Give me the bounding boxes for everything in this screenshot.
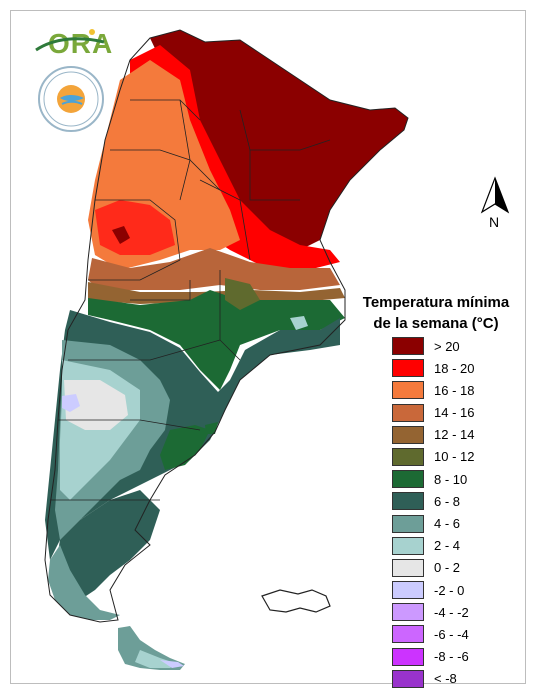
zone-2-4-coast xyxy=(290,316,308,330)
zone-8-10-coast xyxy=(160,425,210,470)
legend-item: 18 - 20 xyxy=(392,358,474,378)
legend-label: 18 - 20 xyxy=(434,360,475,376)
zone-10-12 xyxy=(225,278,260,310)
legend-swatch xyxy=(392,492,424,511)
seal-emblem-icon xyxy=(43,71,99,127)
zone-above-20 xyxy=(150,30,408,250)
ora-logo: ORA xyxy=(48,28,114,59)
legend-swatch xyxy=(392,581,424,600)
zone-18-20-west xyxy=(95,200,175,255)
zone-8-10-coast2 xyxy=(205,422,218,434)
legend-title-line1: Temperatura mínima xyxy=(362,294,510,311)
legend-label: 12 - 14 xyxy=(434,427,475,443)
legend-swatch xyxy=(392,359,424,378)
legend-item: -2 - 0 xyxy=(392,580,474,600)
tierra-del-fuego xyxy=(118,626,185,670)
legend-swatch xyxy=(392,470,424,489)
zone-6-8-south xyxy=(55,490,160,600)
legend-item: -4 - -2 xyxy=(392,602,474,622)
zone-14-16 xyxy=(88,248,340,290)
legend-item: 12 - 14 xyxy=(392,425,474,445)
tierra-del-fuego-tip xyxy=(160,660,184,668)
legend-item: 0 - 2 xyxy=(392,558,474,578)
smn-seal-logo xyxy=(38,66,104,132)
country-outline xyxy=(44,29,409,623)
legend-label: < -8 xyxy=(434,671,457,687)
legend-label: > 20 xyxy=(434,338,460,354)
legend-label: 10 - 12 xyxy=(434,449,475,465)
ora-swoosh-icon xyxy=(35,29,105,52)
legend-label: 16 - 18 xyxy=(434,382,475,398)
legend-item: 4 - 6 xyxy=(392,514,474,534)
legend-label: 8 - 10 xyxy=(434,471,468,487)
legend-label: 4 - 6 xyxy=(434,516,461,531)
legend-label: -6 - -4 xyxy=(434,626,469,642)
legend-swatch xyxy=(392,425,424,444)
legend-item: 10 - 12 xyxy=(392,447,474,467)
legend-swatch xyxy=(392,625,424,644)
north-label: N xyxy=(489,214,500,230)
legend-swatch xyxy=(392,514,424,533)
legend-swatch xyxy=(392,536,424,555)
legend-item: 8 - 10 xyxy=(392,469,474,489)
legend-swatch xyxy=(392,337,424,355)
legend-label: -8 - -6 xyxy=(434,649,469,665)
legend-swatch xyxy=(392,403,424,422)
legend-label: -4 - -2 xyxy=(434,604,469,620)
legend-title-line2: de la semana (°C) xyxy=(373,315,499,332)
zone-minus2-0 xyxy=(62,394,80,412)
legend-label: -2 - 0 xyxy=(434,582,465,598)
legend-swatch xyxy=(392,603,424,622)
legend-item: 2 - 4 xyxy=(392,536,474,556)
legend-item: 16 - 18 xyxy=(392,380,474,400)
legend: > 20 18 - 20 16 - 18 14 - 16 12 - 14 10 - 12 8… xyxy=(392,336,474,691)
legend-item: 14 - 16 xyxy=(392,403,474,423)
legend-label: 6 - 8 xyxy=(434,493,461,509)
zone-above-20-west xyxy=(112,226,130,244)
legend-swatch xyxy=(392,647,424,666)
legend-label: 2 - 4 xyxy=(434,538,461,554)
legend-swatch xyxy=(392,558,424,577)
legend-item: < -8 xyxy=(392,669,474,689)
north-arrow-icon xyxy=(480,176,510,214)
legend-item: -6 - -4 xyxy=(392,624,474,644)
legend-swatch xyxy=(392,381,424,400)
legend-item: > 20 xyxy=(392,336,474,356)
zone-8-10 xyxy=(88,290,345,390)
legend-item: -8 - -6 xyxy=(392,647,474,667)
islas-malvinas xyxy=(261,589,331,613)
legend-swatch xyxy=(392,669,424,688)
zone-4-6-south xyxy=(48,545,120,620)
zone-0-2 xyxy=(64,380,128,430)
legend-label: 14 - 16 xyxy=(434,405,475,421)
legend-item: 6 - 8 xyxy=(392,491,474,511)
legend-label: 0 - 2 xyxy=(434,560,461,576)
province-boundaries xyxy=(50,99,331,501)
legend-title: Temperatura mínima de la semana (°C) xyxy=(346,292,526,334)
legend-swatch xyxy=(392,447,424,466)
